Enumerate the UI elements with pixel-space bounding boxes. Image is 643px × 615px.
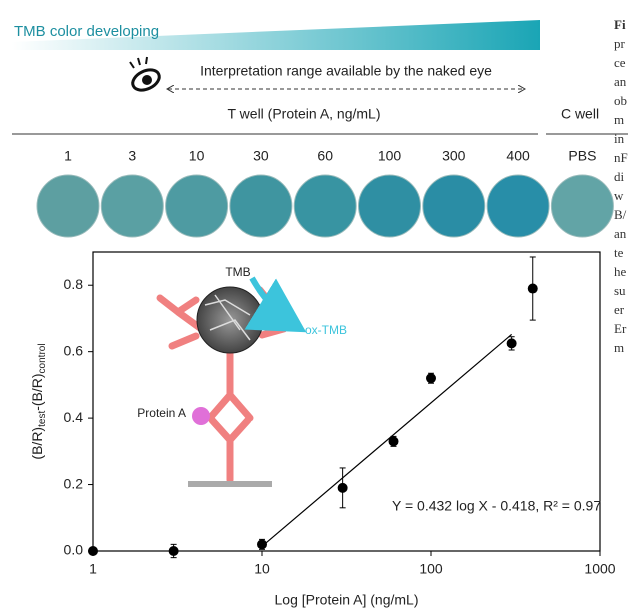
well: [486, 174, 550, 238]
caption-fragment: ce: [614, 55, 626, 70]
y-label-part: (B/R): [29, 427, 45, 460]
caption-fragment: w: [614, 188, 624, 203]
well-label: 1: [64, 148, 72, 164]
protein-sphere: [192, 407, 210, 425]
data-point: [88, 546, 98, 556]
caption-fragment: su: [614, 283, 626, 298]
data-point: [337, 482, 348, 493]
gradient-bar: [12, 20, 540, 50]
well: [550, 174, 614, 238]
range-label: Interpretation range available by the na…: [200, 63, 492, 79]
x-axis-label: Log [Protein A] (ng/mL): [275, 592, 419, 608]
fit-equation: Y = 0.432 log X - 0.418, R² = 0.97: [392, 498, 601, 514]
y-tick-label: 0.8: [64, 276, 84, 292]
plot-frame: [92, 251, 601, 552]
well-label: 3: [128, 148, 136, 164]
well: [422, 174, 486, 238]
data-point: [388, 436, 399, 447]
x-tick-label: 1: [89, 561, 97, 577]
caption-fragment: er: [614, 302, 625, 317]
data-point: [257, 539, 267, 550]
caption-fragment: Er: [614, 321, 627, 336]
well-label: 10: [189, 148, 205, 164]
data-point: [506, 338, 517, 349]
inset-label: TMB: [225, 265, 250, 279]
t-well-label: T well (Protein A, ng/mL): [227, 106, 380, 122]
y-label-part: control: [37, 343, 48, 373]
reaction-arrow: [244, 276, 307, 333]
caption-fragment: Fi: [614, 17, 626, 32]
y-tick-label: 0.4: [64, 409, 84, 425]
well: [165, 174, 229, 238]
caption-fragment: he: [614, 264, 627, 279]
fit-line: [261, 333, 513, 547]
caption-fragment: in: [614, 131, 625, 146]
inset-label: ox-TMB: [305, 323, 347, 337]
data-point: [527, 283, 538, 294]
y-tick-label: 0.0: [64, 542, 84, 558]
well: [229, 174, 293, 238]
y-tick-label: 0.2: [64, 475, 84, 491]
nanoparticle: [196, 286, 264, 354]
caption-fragment: pr: [614, 36, 626, 51]
caption-fragment: an: [614, 74, 627, 89]
x-tick-label: 1000: [584, 561, 615, 577]
well-label: PBS: [568, 148, 596, 164]
caption-fragment: te: [614, 245, 624, 260]
y-axis-label: (B/R)test-(B/R)control: [29, 343, 48, 459]
data-point: [168, 546, 179, 556]
well-label: 30: [253, 148, 269, 164]
well-label: 100: [378, 148, 402, 164]
data-point: [426, 373, 436, 384]
x-tick-label: 100: [419, 561, 443, 577]
inset-label: Protein A: [137, 406, 186, 420]
caption-fragment: nF: [614, 150, 628, 165]
caption-fragment: B/: [614, 207, 627, 222]
well: [293, 174, 357, 238]
y-tick-label: 0.6: [64, 342, 84, 358]
caption-fragment: an: [614, 226, 627, 241]
substrate: [188, 481, 272, 487]
caption-fragment: di: [614, 169, 625, 184]
well-label: 300: [442, 148, 466, 164]
y-label-part: test: [37, 411, 48, 427]
well: [358, 174, 421, 238]
eye-icon: [129, 56, 161, 92]
y-label-part: -(B/R): [29, 373, 45, 410]
caption-fragment: ob: [614, 93, 627, 108]
well: [100, 174, 164, 238]
c-well-label: C well: [561, 106, 599, 122]
x-tick-label: 10: [254, 561, 270, 577]
gradient-label: TMB color developing: [14, 23, 159, 40]
caption-fragment: m: [614, 112, 624, 127]
well-label: 60: [317, 148, 333, 164]
well: [36, 174, 100, 238]
caption-fragment: m: [614, 340, 624, 355]
well-label: 400: [506, 148, 530, 164]
